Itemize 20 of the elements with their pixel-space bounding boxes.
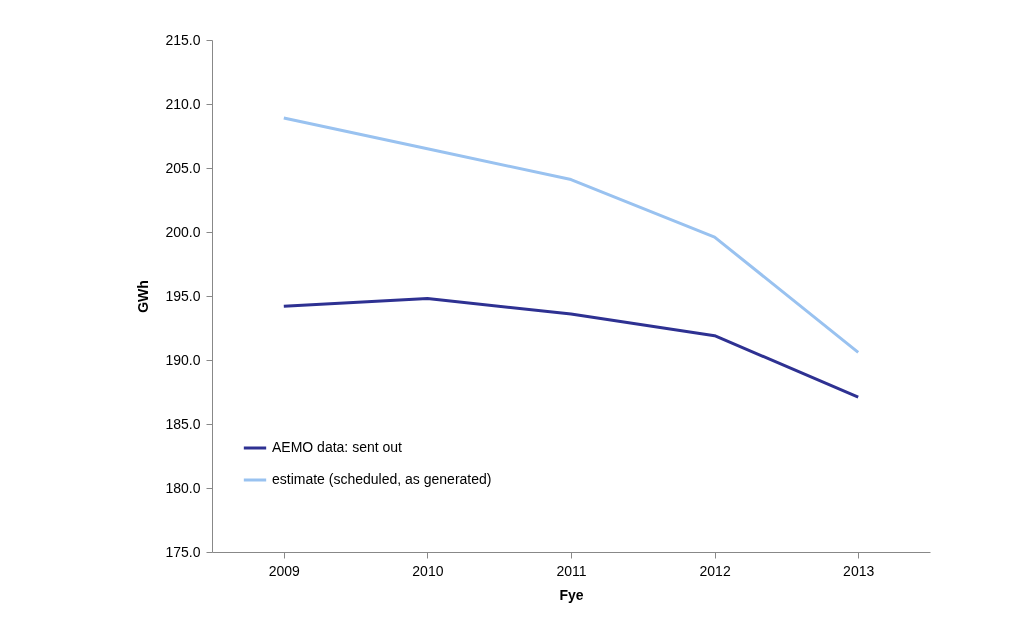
line-series <box>282 297 860 399</box>
y-tick-label: 195.0 <box>165 287 201 304</box>
x-tick-label: 2012 <box>699 562 731 579</box>
y-axis-title: GWh <box>135 280 152 313</box>
y-tick-label: 180.0 <box>165 479 201 496</box>
x-tick-label: 2010 <box>412 562 444 579</box>
y-tick-label: 200.0 <box>165 223 201 240</box>
x-tick-label: 2013 <box>843 562 875 579</box>
x-axis-title: Fye <box>559 586 584 603</box>
legend-label: AEMO data: sent out <box>272 439 403 455</box>
y-tick-label: 210.0 <box>165 95 201 112</box>
x-tick-label: 2009 <box>268 562 301 579</box>
x-tick-label: 2011 <box>556 562 587 579</box>
y-tick-label: 190.0 <box>165 351 201 368</box>
legend-label: estimate (scheduled, as generated) <box>272 471 492 487</box>
y-tick-label: 185.0 <box>165 415 201 432</box>
line-series <box>282 116 860 354</box>
y-tick-label: 175.0 <box>165 543 201 560</box>
y-tick-label: 205.0 <box>165 159 201 176</box>
y-tick-label: 215.0 <box>165 31 201 48</box>
